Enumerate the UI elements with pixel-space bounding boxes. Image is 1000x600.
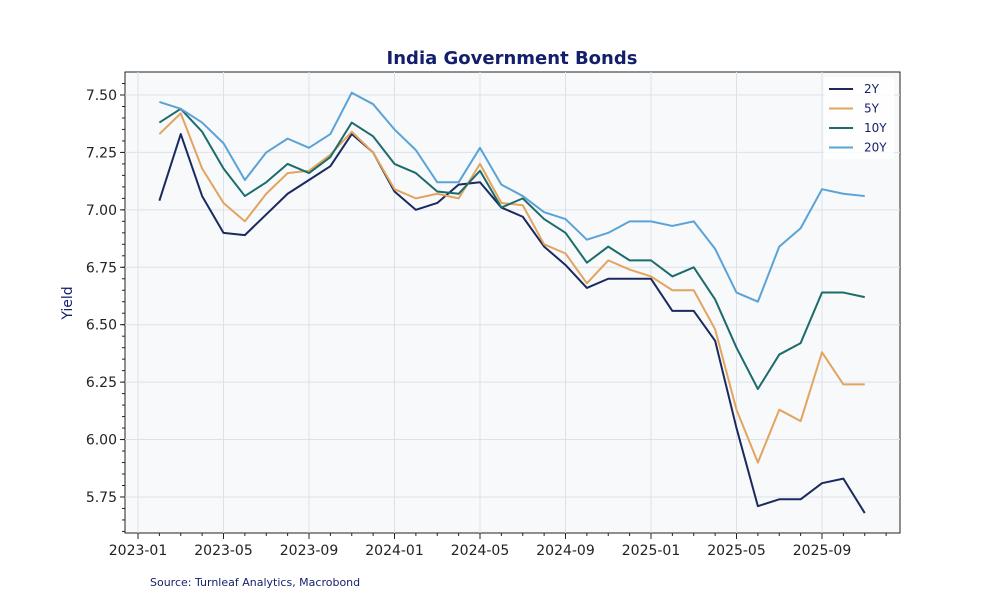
legend: 2Y 5Y 10Y 20Y (824, 77, 894, 159)
x-tick-label: 2023-09 (280, 543, 339, 559)
y-tick-label: 7.50 (86, 88, 117, 104)
x-tick-label: 2025-09 (793, 543, 852, 559)
y-tick-label: 6.50 (86, 318, 117, 334)
series-line-5y (158, 112, 865, 464)
source-note: Source: Turnleaf Analytics, Macrobond (150, 576, 360, 589)
legend-label: 2Y (864, 82, 880, 96)
x-tick-label: 2023-01 (109, 543, 168, 559)
legend-label: 20Y (864, 141, 887, 155)
legend-label: 5Y (864, 102, 880, 116)
y-tick-label: 6.75 (86, 260, 117, 276)
series-lines (158, 91, 866, 514)
y-tick-label: 5.75 (86, 490, 117, 506)
x-tick-label: 2025-01 (622, 543, 681, 559)
axes: 5.75 6.00 6.25 6.50 6.75 7.00 7.25 7.50 2023-01 2… (86, 83, 887, 559)
y-tick-label: 6.00 (86, 433, 117, 449)
x-tick-label: 2025-05 (707, 543, 766, 559)
y-axis-label: Yield (60, 286, 76, 320)
y-tick-label: 6.25 (86, 375, 117, 391)
legend-label: 10Y (864, 121, 887, 135)
x-tick-label: 2024-09 (536, 543, 595, 559)
x-tick-label: 2024-01 (365, 543, 424, 559)
plot-area (124, 71, 901, 534)
x-tick-label: 2023-05 (194, 543, 253, 559)
series-line-10y (158, 107, 865, 391)
y-tick-label: 7.25 (86, 145, 117, 161)
y-tick-label: 7.00 (86, 203, 117, 219)
chart-title: India Government Bonds (387, 48, 638, 69)
series-line-20y (159, 91, 865, 303)
series-line-2y (158, 133, 866, 514)
x-tick-label: 2024-05 (451, 543, 510, 559)
legend-box (824, 77, 894, 159)
